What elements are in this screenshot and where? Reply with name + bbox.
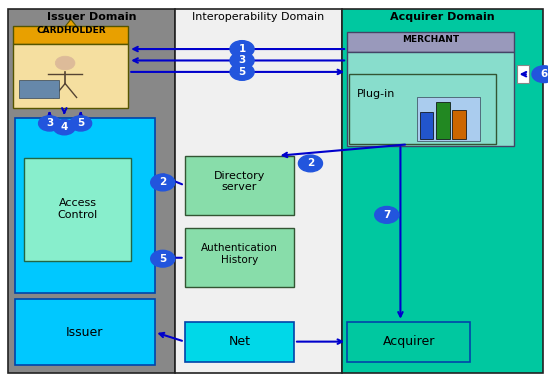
Text: 1: 1: [239, 44, 246, 54]
Circle shape: [55, 56, 75, 70]
Text: Net: Net: [228, 335, 250, 348]
FancyBboxPatch shape: [185, 322, 294, 362]
FancyBboxPatch shape: [342, 9, 543, 373]
FancyBboxPatch shape: [175, 9, 342, 373]
Text: 5: 5: [77, 118, 84, 128]
Circle shape: [230, 52, 254, 69]
FancyBboxPatch shape: [347, 32, 514, 53]
Text: Acquirer Domain: Acquirer Domain: [390, 12, 494, 22]
FancyBboxPatch shape: [13, 44, 128, 108]
FancyBboxPatch shape: [185, 228, 294, 287]
Text: 7: 7: [383, 210, 390, 220]
Text: CARDHOLDER: CARDHOLDER: [36, 26, 106, 35]
Text: Plug-in: Plug-in: [357, 89, 395, 99]
Text: Access
Control: Access Control: [58, 199, 98, 220]
Circle shape: [230, 41, 254, 58]
Text: 2: 2: [159, 177, 167, 187]
Circle shape: [39, 116, 60, 131]
Circle shape: [230, 63, 254, 80]
FancyBboxPatch shape: [8, 9, 175, 373]
Text: 4: 4: [60, 122, 68, 132]
Circle shape: [53, 119, 75, 135]
FancyBboxPatch shape: [24, 158, 131, 261]
Circle shape: [299, 155, 322, 172]
FancyBboxPatch shape: [19, 80, 59, 98]
Circle shape: [151, 174, 175, 191]
Text: Issuer Domain: Issuer Domain: [47, 12, 136, 22]
Text: 3: 3: [46, 118, 53, 128]
FancyBboxPatch shape: [516, 65, 529, 83]
Circle shape: [70, 116, 92, 131]
Text: Interoperability Domain: Interoperability Domain: [192, 12, 324, 22]
FancyBboxPatch shape: [417, 97, 480, 141]
FancyBboxPatch shape: [13, 26, 128, 44]
Circle shape: [151, 250, 175, 267]
Text: Directory
server: Directory server: [213, 171, 265, 192]
Text: Authentication
History: Authentication History: [201, 243, 278, 265]
FancyBboxPatch shape: [349, 74, 497, 144]
Bar: [420, 112, 433, 139]
Text: Acquirer: Acquirer: [382, 335, 435, 348]
Text: Issuer: Issuer: [66, 326, 103, 339]
Text: 6: 6: [541, 69, 548, 79]
Polygon shape: [65, 19, 76, 26]
FancyBboxPatch shape: [15, 118, 155, 293]
Text: 5: 5: [239, 67, 246, 77]
Text: MERCHANT: MERCHANT: [402, 35, 459, 44]
FancyBboxPatch shape: [15, 299, 155, 366]
Text: 5: 5: [159, 254, 167, 264]
Text: 2: 2: [307, 159, 314, 169]
FancyBboxPatch shape: [347, 53, 514, 146]
FancyBboxPatch shape: [347, 322, 470, 362]
Circle shape: [532, 66, 550, 83]
Bar: [453, 110, 466, 139]
Bar: [436, 103, 450, 139]
FancyBboxPatch shape: [185, 156, 294, 215]
Text: 3: 3: [239, 55, 246, 66]
Circle shape: [375, 207, 399, 223]
